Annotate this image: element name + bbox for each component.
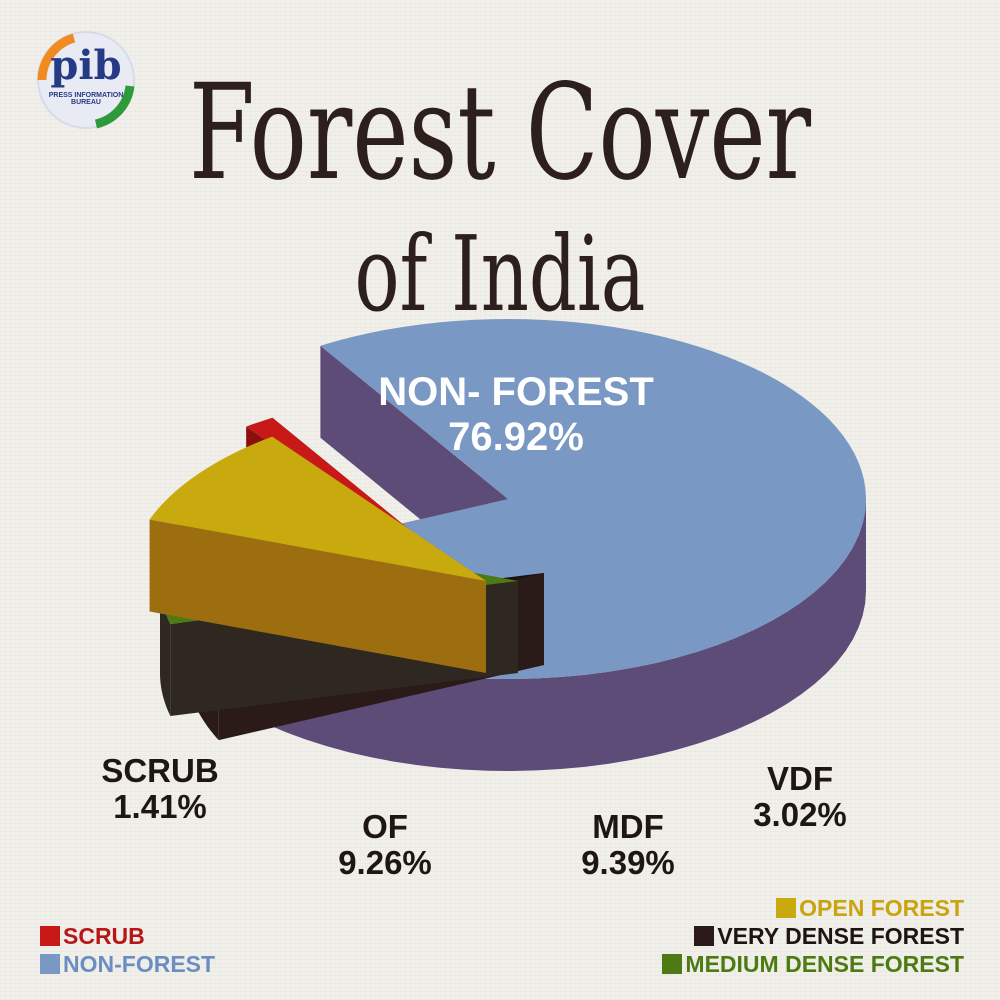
pib-logo: pib PRESS INFORMATION BUREAU <box>34 28 138 132</box>
legend-left: SCRUB NON-FOREST <box>40 922 215 978</box>
legend-item-non-forest: NON-FOREST <box>40 950 215 978</box>
slice-value-scrub: 1.41% <box>113 788 207 825</box>
slice-label-vdf: VDF <box>767 760 833 797</box>
legend-right: OPEN FOREST VERY DENSE FOREST MEDIUM DENSE… <box>662 894 964 978</box>
page-subtitle: of India <box>354 213 646 335</box>
legend-swatch <box>40 926 60 946</box>
logo-emblem-icon <box>37 31 135 129</box>
slice-label-non-forest: NON- FOREST <box>378 370 654 414</box>
slice-label-mdf: MDF <box>592 808 663 845</box>
legend-swatch <box>662 954 683 974</box>
slice-value-vdf: 3.02% <box>753 796 847 833</box>
legend-item-open-forest: OPEN FOREST <box>662 894 964 922</box>
legend-item-scrub: SCRUB <box>40 922 215 950</box>
legend-swatch <box>776 898 797 918</box>
legend-label: NON-FOREST <box>63 951 216 977</box>
pie-slice-of <box>149 436 487 673</box>
slice-value-mdf: 9.39% <box>581 844 675 881</box>
legend-item-very-dense-forest: VERY DENSE FOREST <box>662 922 964 950</box>
legend-swatch <box>40 954 60 974</box>
legend-swatch <box>694 926 715 946</box>
slice-value-non-forest: 76.92% <box>448 415 584 459</box>
legend-label: MEDIUM DENSE FOREST <box>685 951 964 977</box>
slice-value-of: 9.26% <box>338 844 432 881</box>
legend-label: OPEN FOREST <box>799 895 964 921</box>
legend-label: SCRUB <box>63 923 145 949</box>
logo-subtitle: PRESS INFORMATION BUREAU <box>48 92 124 106</box>
slice-label-of: OF <box>362 808 408 845</box>
slice-label-scrub: SCRUB <box>101 752 218 789</box>
legend-item-medium-dense-forest: MEDIUM DENSE FOREST <box>662 950 964 978</box>
legend-label: VERY DENSE FOREST <box>717 923 964 949</box>
logo-text: pib <box>50 42 122 89</box>
page-title: Forest Cover <box>188 56 812 210</box>
